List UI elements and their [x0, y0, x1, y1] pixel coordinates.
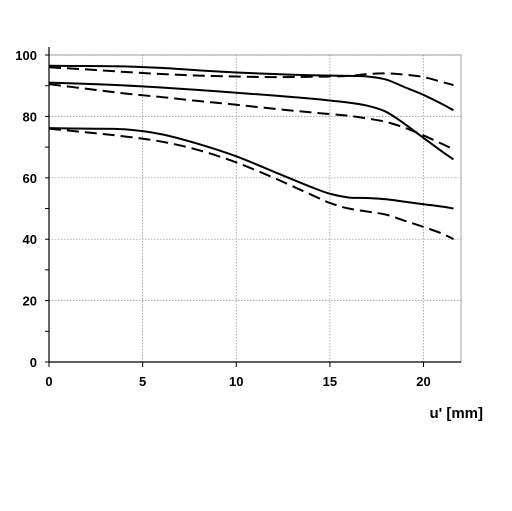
series-line-5-solid	[48, 127, 454, 210]
y-tick-label: 20	[23, 294, 37, 309]
x-axis-title: u' [mm]	[429, 405, 483, 422]
x-tick-label: 5	[139, 374, 146, 389]
axes	[45, 47, 462, 367]
x-tick-label: 15	[323, 374, 337, 389]
x-tick-label: 10	[229, 374, 243, 389]
y-tick-label: 60	[23, 171, 37, 186]
x-tick-label: 20	[416, 374, 430, 389]
tick-labels: 0 20 40 60 80 100 0 5 10 15 20	[15, 48, 430, 389]
y-tick-label: 80	[23, 109, 37, 124]
series-line-2-dashed	[48, 66, 454, 87]
y-tick-label: 0	[30, 355, 37, 370]
series-lines	[48, 64, 455, 241]
x-tick-label: 0	[45, 374, 52, 389]
series-line-3-solid	[48, 81, 455, 161]
grid	[49, 54, 461, 362]
y-tick-label: 40	[23, 232, 37, 247]
y-tick-label: 100	[15, 48, 37, 63]
series-line-6-dashed	[48, 127, 454, 241]
series-line-1-solid	[48, 64, 454, 112]
series-line-4-dashed	[48, 83, 454, 151]
plot-frame	[48, 54, 462, 363]
